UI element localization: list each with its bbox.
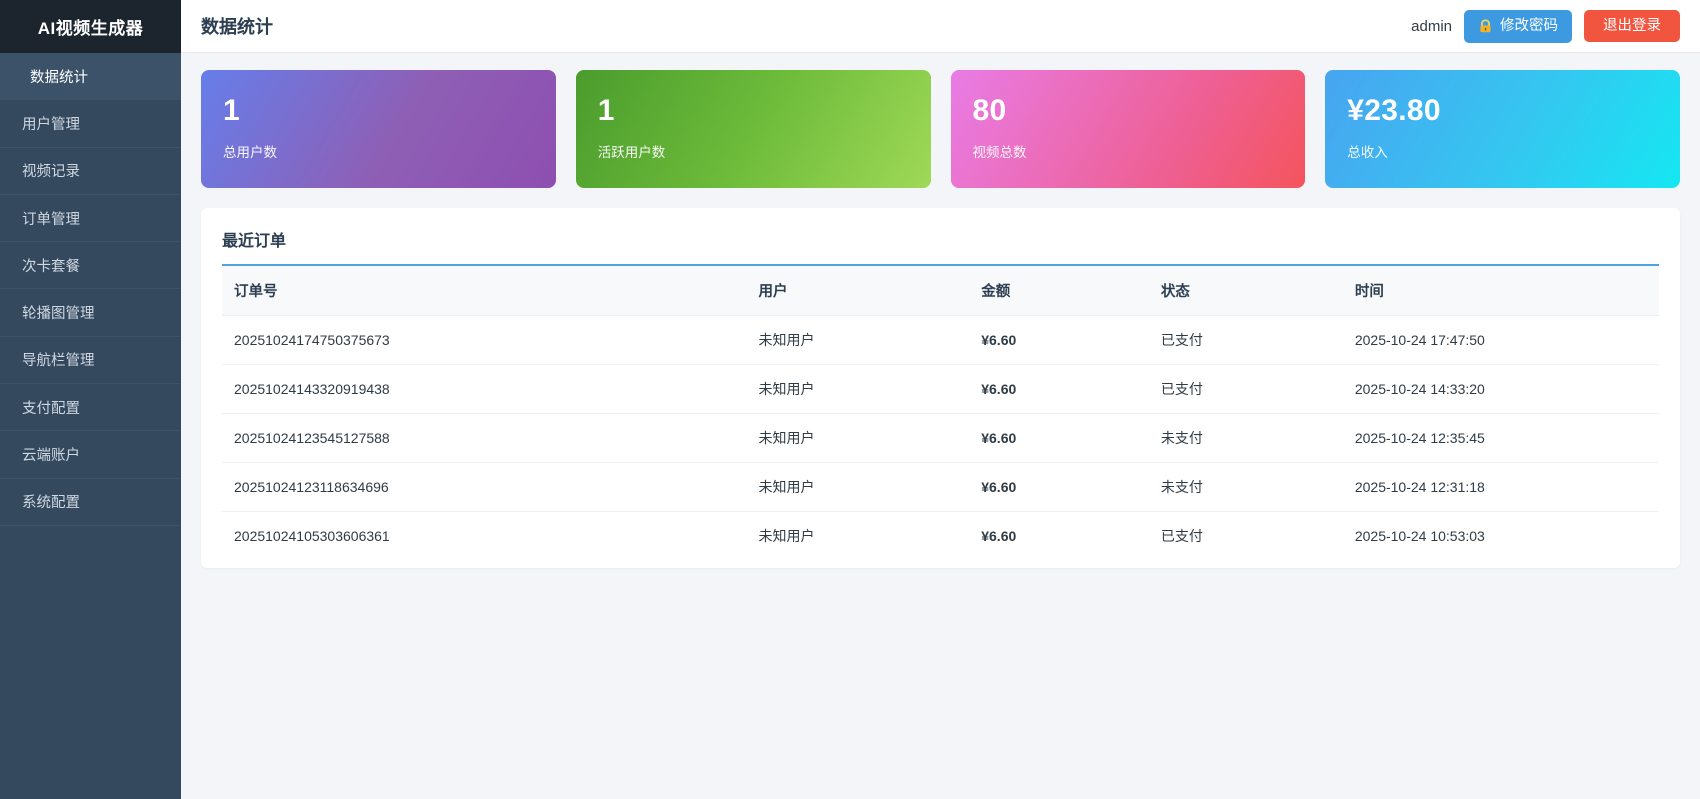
orders-header-row: 订单号 用户 金额 状态 时间 [222,266,1659,316]
order-user-cell: 未知用户 [746,364,970,414]
stat-cards-row: 1 总用户数 1 活跃用户数 80 视频总数 ¥23.80 总收入 [201,70,1680,188]
sidebar-item-label: 用户管理 [22,116,80,133]
order-status-cell: 未支付 [1148,462,1343,512]
stat-card-total-users: 1 总用户数 [201,70,556,188]
sidebar-item-users[interactable]: 用户管理 [0,100,181,148]
stat-card-total-revenue: ¥23.80 总收入 [1325,70,1680,188]
sidebar-item-label: 次卡套餐 [22,258,80,275]
top-bar-actions: admin 修改密码 退出登录 [1411,9,1680,43]
order-status-cell: 已支付 [1148,364,1343,414]
order-time-cell: 2025-10-24 14:33:20 [1342,364,1659,414]
app-brand-title: AI视频生成器 [0,0,181,53]
sidebar-item-packages[interactable]: 次卡套餐 [0,242,181,290]
current-username: admin [1411,17,1452,35]
sidebar-item-label: 系统配置 [22,495,80,512]
order-time-cell: 2025-10-24 17:47:50 [1342,315,1659,365]
stat-value: 1 [597,94,615,127]
table-row: 20251024123545127588 未知用户 ¥6.60 未支付 2025-10-… [222,413,1659,463]
order-status-cell: 已支付 [1148,315,1343,365]
stat-label: 视频总数 [972,145,1027,160]
sidebar-item-payment-config[interactable]: 支付配置 [0,384,181,432]
sidebar-item-video-records[interactable]: 视频记录 [0,148,181,195]
sidebar-item-label: 视频记录 [22,164,80,181]
order-user-cell: 未知用户 [746,315,970,365]
order-amount-cell: ¥6.60 [969,413,1149,463]
order-user-cell: 未知用户 [746,413,970,463]
order-status-cell: 未支付 [1148,413,1343,463]
sidebar-nav: 数据统计用户管理视频记录订单管理次卡套餐轮播图管理导航栏管理支付配置云端账户系统… [0,53,181,526]
stat-value: ¥23.80 [1347,94,1441,127]
orders-column-header: 金额 [969,266,1149,316]
order-time-cell: 2025-10-24 10:53:03 [1354,528,1485,544]
recent-orders-title: 最近订单 [222,227,1659,266]
orders-column-header: 状态 [1148,266,1343,316]
order-user-cell: 未知用户 [746,462,970,512]
order-amount-cell: ¥6.60 [969,315,1149,365]
orders-column-header: 时间 [1342,266,1659,316]
order-number-cell: 20251024143320919438 [222,364,747,414]
order-number-cell: 20251024174750375673 [222,315,747,365]
sidebar-item-label: 支付配置 [22,400,80,417]
stat-value: 80 [972,94,1007,127]
sidebar-item-banners[interactable]: 轮播图管理 [0,289,181,337]
sidebar-item-cloud-account[interactable]: 云端账户 [0,431,181,479]
order-number-cell: 20251024123118634696 [222,462,747,512]
table-row: 20251024123118634696 未知用户 ¥6.60 未支付 2025-10-… [222,462,1659,512]
order-number-cell: 20251024123545127588 [222,413,747,463]
sidebar-item-orders[interactable]: 订单管理 [0,195,181,243]
page-title: 数据统计 [201,17,273,37]
logout-button[interactable]: 退出登录 [1584,9,1680,43]
orders-table-head: 订单号 用户 金额 状态 时间 [222,266,1659,316]
orders-table-body: 20251024174750375673 未知用户 ¥6.60 已支付 2025-10-… [222,315,1659,561]
stat-card-total-videos: 80 视频总数 [950,70,1306,188]
change-password-label: 修改密码 [1500,17,1558,34]
sidebar-item-system-config[interactable]: 系统配置 [0,479,181,526]
order-time-cell: 2025-10-24 12:35:45 [1342,413,1659,463]
stat-card-active-users: 1 活跃用户数 [575,70,931,188]
table-row: 20251024143320919438 未知用户 ¥6.60 已支付 2025-10-… [222,364,1659,414]
order-status-cell: 已支付 [1160,528,1203,544]
table-row: 20251024105303606361 未知用户 ¥6.60 已支付 2025-10-… [222,512,1659,561]
recent-orders-panel: 最近订单 订单号 用户 金额 状态 时间 20251024174750375673 未知用… [201,208,1680,568]
sidebar-item-navigation[interactable]: 导航栏管理 [0,337,181,385]
order-amount-cell: ¥6.60 [981,528,1017,544]
main-area: 数据统计 admin 修改密码 退出登录 1 总用户数 1 活跃用户 [181,0,1700,799]
recent-orders-table: 订单号 用户 金额 状态 时间 20251024174750375673 未知用户 ¥6.6… [222,266,1659,560]
sidebar-item-label: 导航栏管理 [22,353,95,370]
stat-label: 活跃用户数 [597,145,666,160]
sidebar: AI视频生成器 数据统计用户管理视频记录订单管理次卡套餐轮播图管理导航栏管理支付… [0,0,181,799]
sidebar-item-label: 云端账户 [22,448,80,465]
order-number-cell: 20251024105303606361 [234,528,390,544]
order-user-cell: 未知用户 [758,528,815,544]
change-password-button[interactable]: 修改密码 [1464,9,1572,43]
stat-label: 总用户数 [223,145,277,160]
orders-column-header: 用户 [746,266,970,316]
order-amount-cell: ¥6.60 [969,462,1149,512]
order-time-cell: 2025-10-24 12:31:18 [1342,462,1659,512]
sidebar-item-dashboard[interactable]: 数据统计 [0,53,181,101]
table-row: 20251024174750375673 未知用户 ¥6.60 已支付 2025-10-… [222,315,1659,365]
stat-value: 1 [223,94,240,127]
top-bar: 数据统计 admin 修改密码 退出登录 [181,0,1700,53]
order-amount-cell: ¥6.60 [969,364,1149,414]
sidebar-item-label: 订单管理 [22,211,80,228]
stat-label: 总收入 [1347,145,1388,160]
lock-icon [1478,18,1493,34]
sidebar-item-label: 轮播图管理 [22,306,95,323]
sidebar-item-label: 数据统计 [30,69,88,86]
content-area: 1 总用户数 1 活跃用户数 80 视频总数 ¥23.80 总收入 最近订单 订单号 用户 金额状… [181,53,1700,799]
orders-column-header: 订单号 [222,266,747,316]
